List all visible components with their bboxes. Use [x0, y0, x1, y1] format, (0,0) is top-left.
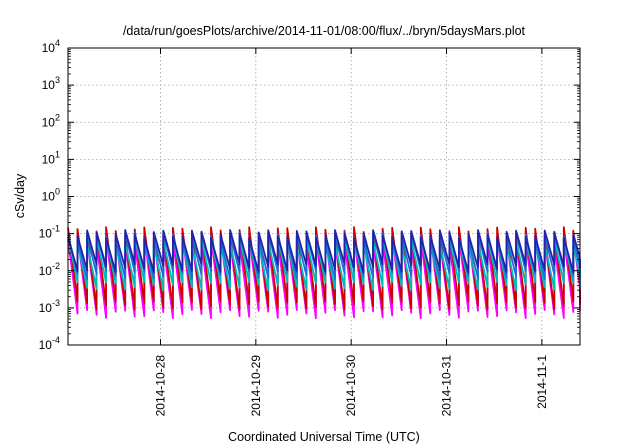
y-tick-label: 10-1 — [39, 224, 60, 241]
y-tick-label: 10-4 — [39, 335, 60, 352]
chart-title: /data/run/goesPlots/archive/2014-11-01/0… — [123, 24, 526, 38]
series-group — [67, 226, 581, 320]
x-tick-label: 2014-10-29 — [249, 355, 263, 417]
x-tick-label: 2014-11-1 — [535, 355, 549, 409]
y-tick-label: 102 — [42, 112, 60, 129]
series-line — [67, 229, 581, 274]
y-tick-label: 101 — [42, 149, 60, 166]
y-tick-label: 103 — [42, 75, 60, 92]
y-tick-label: 100 — [42, 187, 60, 204]
y-axis-label: cSv/day — [13, 173, 27, 218]
axis-ticks — [68, 47, 580, 346]
y-tick-label: 104 — [42, 38, 60, 55]
x-axis-label: Coordinated Universal Time (UTC) — [228, 430, 420, 444]
y-tick-label: 10-2 — [39, 261, 60, 278]
y-tick-labels: 10-4 10-3 10-2 10-1 100 101 102 103 104 — [39, 38, 60, 352]
x-tick-labels: 2014-10-28 2014-10-29 2014-10-30 2014-10-31… — [153, 355, 548, 417]
x-tick-label: 2014-10-28 — [153, 355, 167, 417]
x-tick-label: 2014-10-31 — [440, 355, 454, 417]
y-tick-label: 10-3 — [39, 298, 60, 315]
x-tick-label: 2014-10-30 — [344, 355, 358, 417]
